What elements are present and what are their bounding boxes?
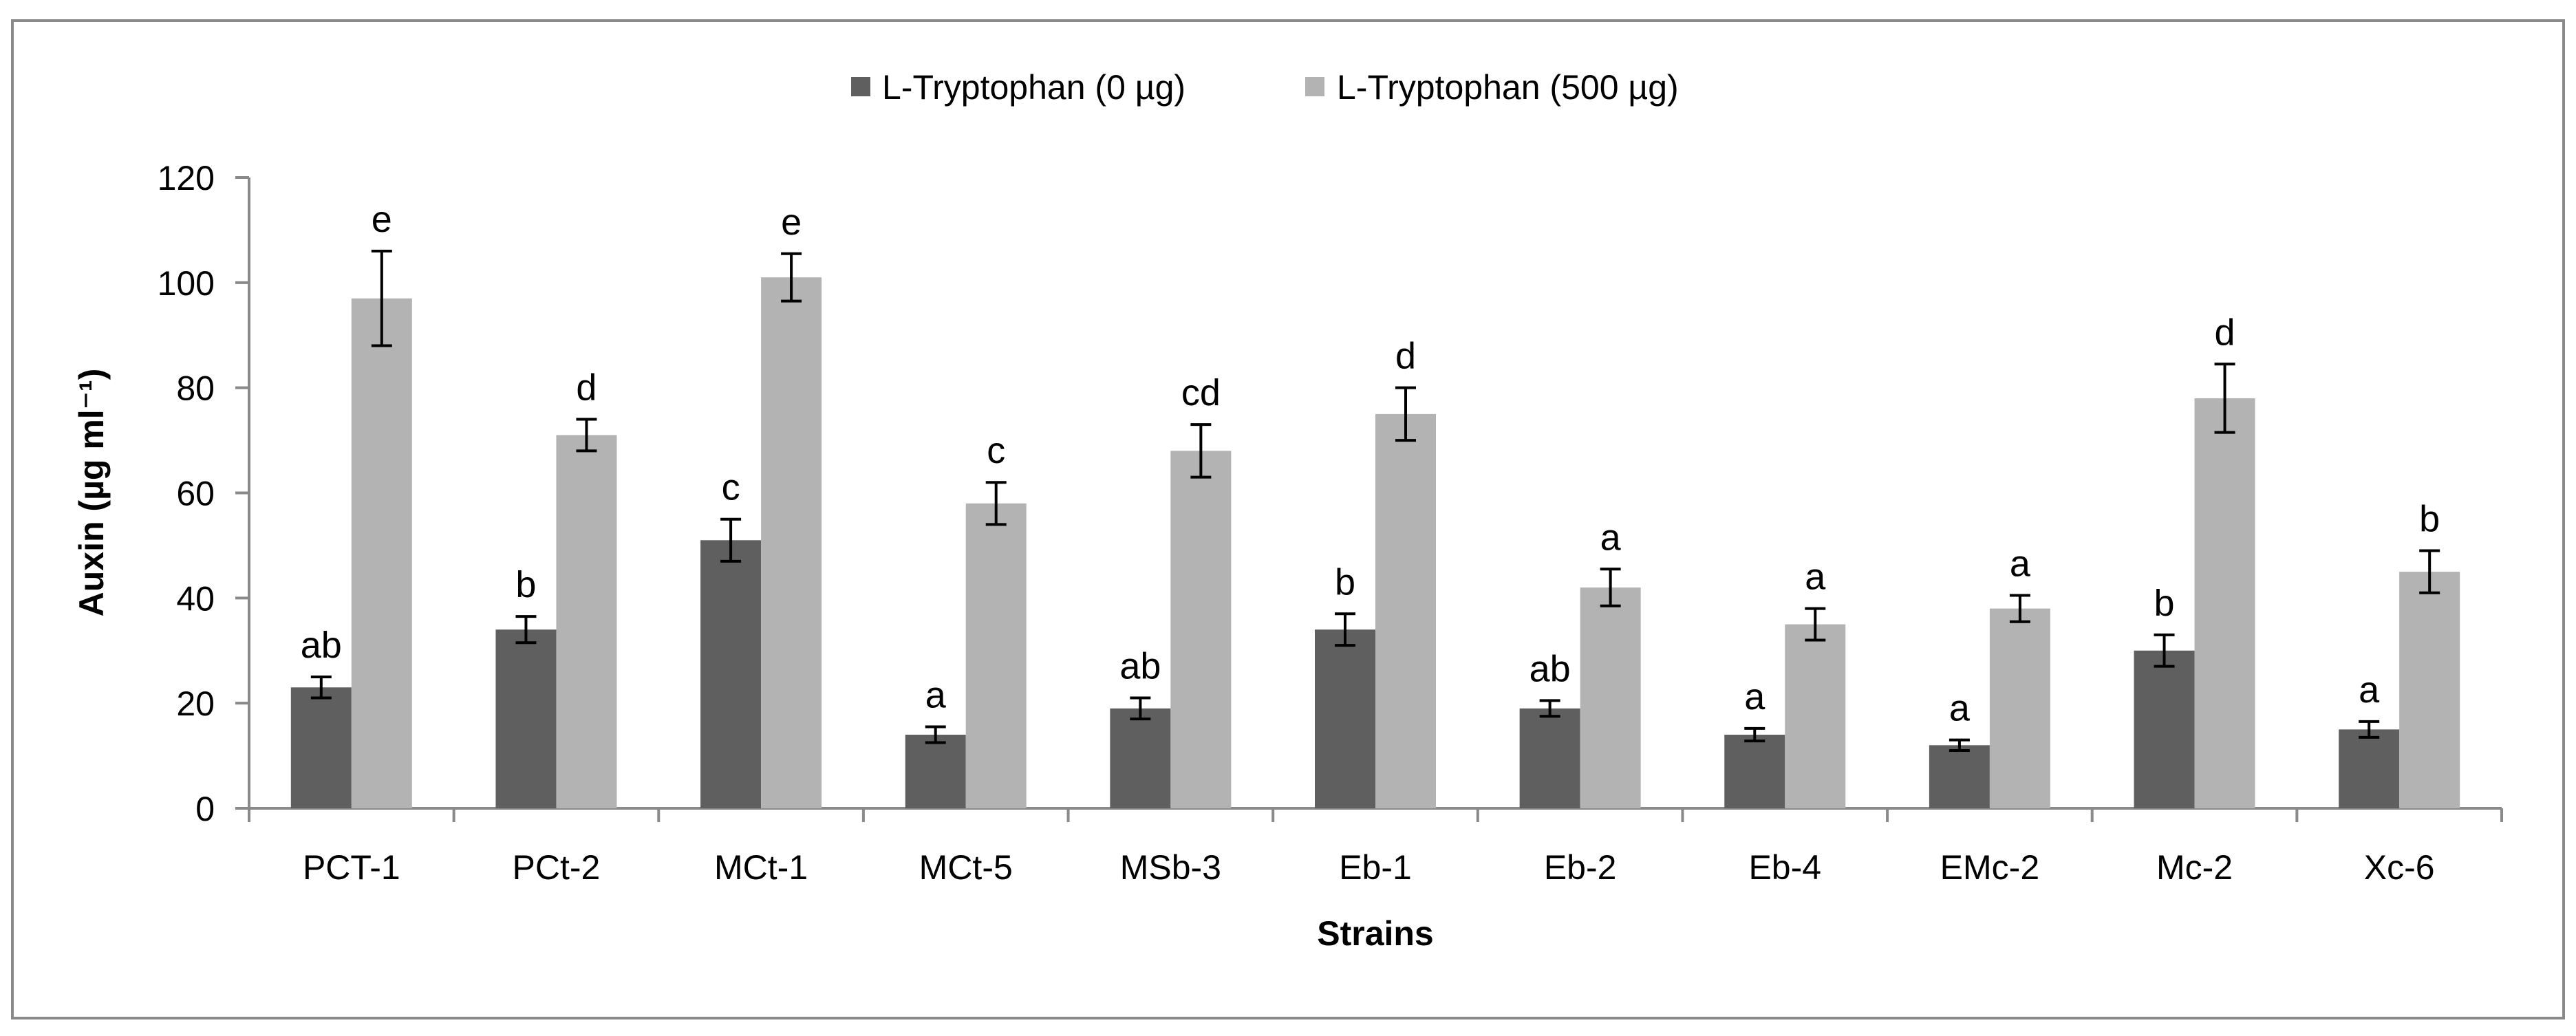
bar-series-0 [1315,629,1375,808]
x-tick-label: Eb-4 [1748,848,1821,887]
x-tick-label: Xc-6 [2364,848,2435,887]
significance-letter-series-1: c [987,430,1005,471]
bar-series-0 [700,540,762,808]
significance-letter-series-0: a [1744,676,1765,717]
significance-letter-series-0: c [722,467,740,508]
y-tick-label: 0 [195,790,215,828]
x-tick-label: EMc-2 [1940,848,2039,887]
significance-letter-series-0: ab [1530,648,1571,689]
x-tick-label: Eb-2 [1544,848,1617,887]
significance-letter-series-0: b [2154,583,2175,624]
bar-series-0 [1929,745,1990,808]
x-ticks: PCT-1 PCt-2 MCt-1 MCt-5 MSb-3 Eb-1 Eb-2 Eb-4 EMc… [248,808,2503,887]
y-tick-label: 20 [176,684,215,723]
x-tick-label: PCT-1 [303,848,400,887]
x-tick-label: MCt-1 [714,848,808,887]
legend-swatch-series-0 [851,77,870,96]
error-bars [310,249,2440,752]
y-axis-title: Auxin (µg ml⁻¹) [72,369,111,617]
significance-letter-series-1: cd [1181,372,1221,413]
legend: L-Tryptophan (0 µg) L-Tryptophan (500 µg… [851,68,1679,107]
bar-series-0 [1110,708,1171,808]
chart-border [11,19,2565,1019]
significance-letter-series-1: e [781,202,802,243]
x-tick-label: Eb-1 [1339,848,1412,887]
bar-series-1 [1375,413,1436,808]
bar-series-0 [905,735,966,808]
legend-label-series-1: L-Tryptophan (500 µg) [1337,68,1679,107]
bar-series-0 [2339,729,2400,808]
bar-series-1 [556,435,617,808]
bar-series-1 [761,277,822,809]
bar-series-0 [495,629,557,808]
significance-letter-series-0: b [515,564,536,605]
significance-letter-series-1: a [1805,557,1826,598]
bar-series-1 [2399,572,2460,808]
bar-series-0 [2134,650,2195,808]
significance-letter-series-1: d [2215,312,2235,353]
x-tick-label: Mc-2 [2156,848,2233,887]
x-tick-label: MCt-5 [919,848,1013,887]
bar-series-1 [1785,624,1846,808]
bar-series-1 [351,298,412,809]
significance-letter-series-0: a [1949,688,1971,729]
bar-series-1 [1989,608,2050,808]
significance-letter-series-1: d [576,367,597,409]
significance-letter-series-0: a [2359,669,2380,711]
bar-series-0 [290,687,352,808]
bar-series-0 [1724,735,1785,808]
y-tick-label: 80 [176,369,215,408]
y-tick-label: 120 [158,159,215,197]
significance-letter-series-0: ab [301,625,342,666]
significance-letter-series-0: b [1335,561,1355,603]
bar-series-1 [965,503,1027,808]
bar-series-1 [1580,587,1641,808]
x-tick-label: PCt-2 [513,848,601,887]
significance-letter-series-1: a [1600,517,1622,558]
bar-series-1 [1170,451,1232,808]
significance-letter-series-1: d [1395,336,1416,377]
legend-label-series-0: L-Tryptophan (0 µg) [882,68,1185,107]
significance-letter-series-1: e [372,199,392,240]
bar-series-0 [1519,708,1580,808]
bar-series-1 [2194,398,2255,808]
significance-letter-series-0: a [925,675,947,716]
y-tick-label: 100 [158,264,215,303]
significance-letter-series-1: b [2419,499,2440,540]
significance-letter-series-0: ab [1119,646,1161,687]
x-tick-label: MSb-3 [1120,848,1221,887]
bars [290,277,2460,809]
y-tick-label: 60 [176,475,215,513]
y-ticks: 0 20 40 60 80 100 120 [158,159,249,828]
legend-swatch-series-1 [1305,77,1324,96]
y-tick-label: 40 [176,579,215,618]
significance-letter-series-1: a [2010,543,2031,585]
x-axis-title: Strains [1317,914,1434,953]
